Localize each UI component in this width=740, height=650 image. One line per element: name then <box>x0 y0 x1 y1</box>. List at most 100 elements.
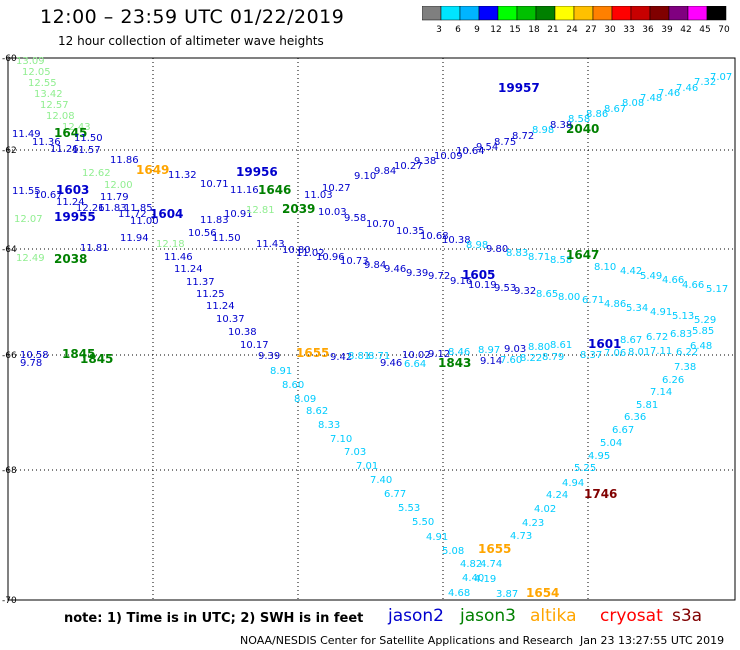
wave-height-label: 8.67 <box>620 335 642 346</box>
wave-height-label: 4.94 <box>562 478 584 489</box>
wave-height-label: 8.58 <box>550 255 572 266</box>
satellite-legend-cryosat: cryosat <box>600 606 663 626</box>
wave-height-label: 11.79 <box>100 192 129 203</box>
wave-height-label: 11.94 <box>120 233 149 244</box>
wave-height-label: 9.14 <box>480 356 502 367</box>
colorbar-label: 12 <box>490 25 501 34</box>
wave-height-label: 9.39 <box>406 268 428 279</box>
pass-time-label: 1649 <box>136 163 169 177</box>
satellite-legend-jason3: jason3 <box>460 606 516 626</box>
wave-height-label: 6.72 <box>646 332 668 343</box>
wave-height-label: 9.80 <box>486 244 508 255</box>
pass-time-label: 2040 <box>566 122 599 136</box>
wave-height-label: 7.03 <box>344 447 366 458</box>
wave-height-label: 6.71 <box>582 295 604 306</box>
wave-height-label: 11.85 <box>124 203 153 214</box>
wave-height-label: 4.24 <box>546 490 568 501</box>
wave-height-label: 5.50 <box>412 517 434 528</box>
wave-height-label: 7.60 <box>500 355 522 366</box>
colorbar-label: 21 <box>547 25 558 34</box>
wave-height-label: 11.50 <box>212 233 241 244</box>
wave-height-label: 8.67 <box>604 104 626 115</box>
wave-height-label: 12.08 <box>46 111 75 122</box>
wave-height-label: 12.07 <box>14 214 43 225</box>
wave-height-label: 10.91 <box>224 209 253 220</box>
wave-height-label: 10.73 <box>340 256 369 267</box>
wave-height-label: 11.55 <box>12 186 41 197</box>
wave-height-label: 10.35 <box>396 226 425 237</box>
colorbar-label: 9 <box>474 25 480 34</box>
pass-time-label: 1605 <box>462 268 495 282</box>
wave-height-label: 9.32 <box>514 286 536 297</box>
wave-height-label: 11.83 <box>200 215 229 226</box>
wave-height-label: 10.38 <box>228 327 257 338</box>
pass-time-label: 19955 <box>54 210 96 224</box>
wave-height-label: 5.81 <box>636 400 658 411</box>
wave-height-label: 10.37 <box>216 314 245 325</box>
wave-height-label: 12.81 <box>246 205 275 216</box>
wave-height-label: 10.03 <box>318 207 347 218</box>
wave-height-map: -150-147-144-141-138-135-60-62-64-66-68-… <box>2 54 736 605</box>
wave-height-label: 7.06 <box>604 348 626 359</box>
wave-height-label: 9.72 <box>428 271 450 282</box>
colorbar-label: 33 <box>623 25 634 34</box>
wave-height-label: 5.49 <box>640 271 662 282</box>
wave-height-label: 8.58 <box>568 114 590 125</box>
wave-height-label: 9.54 <box>476 142 498 153</box>
wave-height-label: 4.68 <box>448 588 470 599</box>
wave-height-label: 8.86 <box>586 109 608 120</box>
wave-height-label: 6.64 <box>404 359 426 370</box>
wave-height-label: 8.79 <box>542 352 564 363</box>
wave-height-label: 6.36 <box>624 412 646 423</box>
colorbar-label: 36 <box>642 25 654 34</box>
units-note: note: 1) Time is in UTC; 2) SWH is in fe… <box>64 611 364 626</box>
map-subtitle: 12 hour collection of altimeter wave hei… <box>58 34 324 48</box>
wave-height-label: 13.42 <box>34 89 63 100</box>
wave-height-label: 9.39 <box>258 351 280 362</box>
wave-height-label: 11.83 <box>98 203 127 214</box>
wave-height-label: 11.86 <box>110 155 139 166</box>
colorbar-swatch <box>706 6 727 21</box>
wave-height-label: 7.32 <box>694 77 716 88</box>
wave-height-label: 7.10 <box>330 434 352 445</box>
wave-height-label: 7.48 <box>640 93 662 104</box>
wave-height-label: 11.26 <box>50 144 79 155</box>
wave-height-label: 10.64 <box>456 146 485 157</box>
wave-height-label: 6.67 <box>612 425 634 436</box>
wave-height-label: 4.82 <box>460 559 482 570</box>
wave-height-label: 8.09 <box>294 394 316 405</box>
wave-height-label: 10.19 <box>468 280 497 291</box>
wave-height-label: 13.09 <box>16 56 45 67</box>
wave-height-label: 7.01 <box>356 461 378 472</box>
wave-height-label: 6.77 <box>384 489 406 500</box>
wave-height-label: 8.01 <box>628 347 650 358</box>
wave-height-label: 11.43 <box>256 239 285 250</box>
wave-height-label: 11.72 <box>118 209 147 220</box>
wave-height-label: 12.18 <box>156 239 185 250</box>
wave-height-label: 4.02 <box>534 504 556 515</box>
pass-time-label: 1843 <box>438 356 471 370</box>
colorbar-label: 3 <box>436 25 442 34</box>
colorbar-label: 42 <box>680 25 691 34</box>
wave-height-label: 3.87 <box>496 589 518 600</box>
colorbar-label: 39 <box>661 25 673 34</box>
credit-text: NOAA/NESDIS Center for Satellite Applica… <box>240 634 574 647</box>
wave-height-label: 7.07 <box>710 72 732 83</box>
wave-height-label: 9.03 <box>504 344 526 355</box>
wave-height-label: 11.49 <box>12 129 41 140</box>
pass-time-label: 1601 <box>588 337 621 351</box>
pass-time-label: 19957 <box>498 81 540 95</box>
wave-height-label: 10.17 <box>240 340 269 351</box>
wave-height-label: 12.55 <box>28 78 57 89</box>
wave-height-label: 5.29 <box>694 315 716 326</box>
pass-time-label: 1845 <box>80 352 113 366</box>
colorbar-label: 18 <box>528 25 540 34</box>
wave-height-label: 9.84 <box>374 166 396 177</box>
wave-height-label: 8.81 <box>348 351 370 362</box>
wave-height-label: 10.38 <box>442 235 471 246</box>
wave-height-label: 8.38 <box>550 120 572 131</box>
wave-height-label: 11.24 <box>174 264 203 275</box>
pass-time-label: 1845 <box>62 347 95 361</box>
wave-height-label: 7.40 <box>370 475 392 486</box>
